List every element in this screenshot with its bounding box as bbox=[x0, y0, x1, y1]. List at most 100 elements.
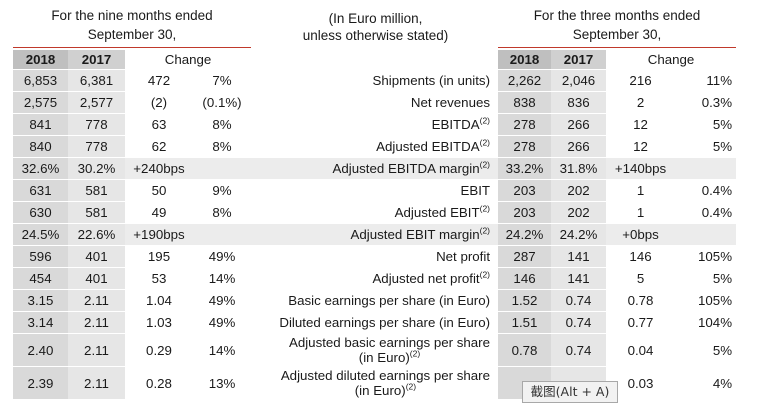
screenshot-tool-tooltip[interactable]: 截图(Alt + A) bbox=[522, 381, 618, 403]
units-header: (In Euro million, unless otherwise state… bbox=[253, 10, 498, 44]
nine-months-2017-cell: 778 bbox=[68, 113, 125, 136]
three-months-2017-cell: 836 bbox=[551, 91, 607, 114]
three-months-2017-cell: 202 bbox=[551, 201, 607, 224]
nine-months-2017-cell: 30.2% bbox=[68, 157, 125, 180]
nine-months-change-pct-cell: 13% bbox=[193, 366, 252, 400]
nine-months-change-cell: 0.29 bbox=[125, 333, 193, 367]
three-months-2017-cell: 266 bbox=[551, 113, 607, 136]
table-row: 2,575 2,577 (2) (0.1%) Net revenues 838 836 2 0.… bbox=[13, 91, 737, 114]
nine-months-change-cell: +190bps bbox=[125, 223, 193, 246]
three-months-change-pct-cell: 105% bbox=[675, 289, 737, 312]
table-row: 596 401 195 49% Net profit 287 141 146 105% bbox=[13, 245, 737, 268]
nine-months-change-cell: (2) bbox=[125, 91, 193, 114]
three-months-2018-cell: 2,262 bbox=[498, 69, 552, 92]
footnote-marker: (2) bbox=[479, 159, 491, 170]
three-months-header: For the three months ended September 30, bbox=[498, 6, 736, 44]
row-label-text: Adjusted EBIT bbox=[394, 205, 480, 220]
three-months-2017-cell: 31.8% bbox=[551, 157, 607, 180]
units-header-line2: unless otherwise stated) bbox=[302, 28, 449, 43]
row-label-text: Net revenues bbox=[410, 95, 491, 110]
row-label-text-line2: (in Euro) bbox=[354, 383, 406, 398]
three-months-2017-cell: 202 bbox=[551, 179, 607, 202]
three-months-change-cell: 12 bbox=[606, 113, 676, 136]
three-months-change-cell: 216 bbox=[606, 69, 676, 92]
nine-months-header-line1: For the nine months ended bbox=[51, 8, 213, 23]
nine-months-2018-cell: 6,853 bbox=[13, 69, 68, 92]
row-label-text: Adjusted basic earnings per share bbox=[288, 335, 491, 350]
three-months-2017-cell: 0.74 bbox=[551, 289, 607, 312]
row-label-text: EBIT bbox=[460, 183, 491, 198]
three-months-2018-cell: 0.78 bbox=[498, 333, 552, 367]
footnote-marker: (2) bbox=[405, 381, 417, 392]
three-months-2018-cell: 278 bbox=[498, 113, 552, 136]
three-months-2017-cell: 0.74 bbox=[551, 333, 607, 367]
three-months-change-pct-cell: 104% bbox=[675, 311, 737, 334]
table-row: 2.39 2.11 0.28 13% Adjusted diluted earnings… bbox=[13, 366, 737, 400]
nine-months-2017-cell: 6,381 bbox=[68, 69, 125, 92]
nine-months-2018-cell: 3.15 bbox=[13, 289, 68, 312]
nine-months-2017-cell: 2.11 bbox=[68, 289, 125, 312]
nine-months-2017-cell: 401 bbox=[68, 267, 125, 290]
row-label-text: Adjusted EBITDA margin bbox=[332, 161, 480, 176]
nine-months-2018-cell: 2,575 bbox=[13, 91, 68, 114]
nine-months-2018-cell: 32.6% bbox=[13, 157, 68, 180]
header-rule-left bbox=[13, 47, 251, 48]
footnote-marker: (2) bbox=[479, 137, 491, 148]
table-row: 3.14 2.11 1.03 49% Diluted earnings per shar… bbox=[13, 311, 737, 334]
row-label: Net revenues bbox=[251, 91, 499, 114]
three-months-2018-cell: 33.2% bbox=[498, 157, 552, 180]
units-header-line1: (In Euro million, bbox=[328, 11, 423, 26]
nine-months-header: For the nine months ended September 30, bbox=[13, 6, 251, 44]
three-months-2017-cell: 266 bbox=[551, 135, 607, 158]
three-months-change-pct-cell: 0.4% bbox=[675, 179, 737, 202]
table-row: 2.40 2.11 0.29 14% Adjusted basic earnings p… bbox=[13, 333, 737, 367]
row-label-text: Net profit bbox=[436, 249, 491, 264]
col-header-label bbox=[251, 50, 499, 70]
nine-months-2017-cell: 581 bbox=[68, 201, 125, 224]
three-months-change-cell: 1 bbox=[606, 179, 676, 202]
nine-months-2018-cell: 2.40 bbox=[13, 333, 68, 367]
nine-months-change-pct-cell: 7% bbox=[193, 69, 252, 92]
three-months-change-pct-cell: 5% bbox=[675, 333, 737, 367]
three-months-2018-cell: 1.52 bbox=[498, 289, 552, 312]
footnote-marker: (2) bbox=[479, 203, 491, 214]
table-row: 631 581 50 9% EBIT 203 202 1 0.4% bbox=[13, 179, 737, 202]
nine-months-change-cell: 1.04 bbox=[125, 289, 193, 312]
table-row: 454 401 53 14% Adjusted net profit(2) 146 141 5… bbox=[13, 267, 737, 290]
row-label: EBITDA(2) bbox=[251, 113, 499, 136]
three-months-change-cell: 5 bbox=[606, 267, 676, 290]
three-months-change-pct-cell: 5% bbox=[675, 135, 737, 158]
col-header-2018-right: 2018 bbox=[498, 50, 552, 70]
nine-months-change-pct-cell: 8% bbox=[193, 135, 252, 158]
nine-months-2018-cell: 596 bbox=[13, 245, 68, 268]
table-row: 840 778 62 8% Adjusted EBITDA(2) 278 266 12 5% bbox=[13, 135, 737, 158]
col-header-change-right: Change bbox=[606, 50, 737, 70]
nine-months-2017-cell: 778 bbox=[68, 135, 125, 158]
three-months-2017-cell: 141 bbox=[551, 245, 607, 268]
row-label-text: Adjusted EBIT margin bbox=[350, 227, 480, 242]
nine-months-change-cell: 62 bbox=[125, 135, 193, 158]
three-months-change-cell: 0.77 bbox=[606, 311, 676, 334]
three-months-header-line2: September 30, bbox=[572, 27, 662, 42]
row-label: Adjusted EBITDA(2) bbox=[251, 135, 499, 158]
three-months-2018-cell: 278 bbox=[498, 135, 552, 158]
nine-months-2018-cell: 840 bbox=[13, 135, 68, 158]
nine-months-change-cell: 50 bbox=[125, 179, 193, 202]
three-months-change-pct-cell: 0.4% bbox=[675, 201, 737, 224]
nine-months-change-cell: 195 bbox=[125, 245, 193, 268]
three-months-change-cell: 12 bbox=[606, 135, 676, 158]
nine-months-change-pct-cell: 8% bbox=[193, 113, 252, 136]
row-label: Basic earnings per share (in Euro) bbox=[251, 289, 499, 312]
three-months-change-pct-cell: 11% bbox=[675, 69, 737, 92]
nine-months-2017-cell: 401 bbox=[68, 245, 125, 268]
column-header-row: 2018 2017 Change 2018 2017 Change bbox=[13, 50, 737, 70]
nine-months-change-pct-cell bbox=[193, 223, 252, 246]
row-label-text-line2: (in Euro) bbox=[358, 350, 410, 365]
header-rule-right bbox=[498, 47, 736, 48]
col-header-2018-left: 2018 bbox=[13, 50, 68, 70]
three-months-change-pct-cell: 5% bbox=[675, 267, 737, 290]
nine-months-2018-cell: 630 bbox=[13, 201, 68, 224]
nine-months-2017-cell: 2,577 bbox=[68, 91, 125, 114]
nine-months-change-pct-cell: 14% bbox=[193, 267, 252, 290]
row-label-text: Diluted earnings per share (in Euro) bbox=[279, 315, 491, 330]
